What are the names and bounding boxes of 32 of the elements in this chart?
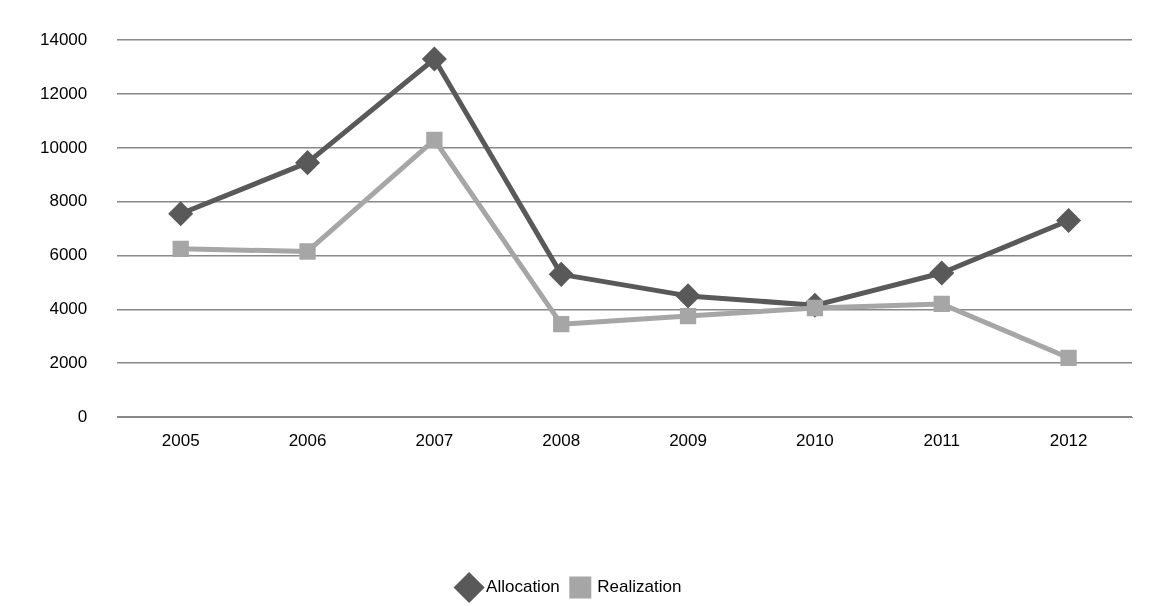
x-tick-label: 2011: [923, 430, 961, 450]
point: [679, 307, 697, 325]
point: [299, 243, 316, 260]
y-tick-label: 6000: [49, 245, 88, 265]
y-tick-label: 10000: [39, 137, 88, 157]
x-tick-label: 2006: [288, 430, 327, 450]
point: [930, 261, 954, 285]
y-tick-label: 14000: [39, 29, 88, 49]
point: [1060, 349, 1077, 366]
x-tick-label: 2009: [669, 430, 707, 450]
point: [549, 262, 573, 286]
point: [172, 240, 189, 257]
y-tick-label: 2000: [49, 352, 88, 372]
legend-label: Realization: [597, 577, 682, 597]
point: [553, 315, 570, 333]
point: [169, 202, 193, 226]
y-tick-label: 12000: [39, 83, 88, 103]
point: [296, 151, 320, 175]
x-tick-label: 2010: [795, 430, 834, 450]
y-tick-label: 8000: [49, 191, 88, 211]
x-tick-label: 2008: [542, 430, 581, 450]
legend-label: Allocation: [486, 577, 560, 597]
point: [422, 47, 446, 71]
point: [1057, 209, 1081, 233]
y-tick-label: 4000: [49, 299, 88, 319]
y-tick-label: 0: [77, 406, 88, 426]
point: [933, 295, 950, 313]
x-tick-label: 2012: [1049, 430, 1088, 450]
x-tick-label: 2005: [161, 430, 200, 450]
point: [676, 284, 700, 308]
x-tick-label: 2007: [415, 430, 454, 450]
point: [426, 131, 443, 148]
